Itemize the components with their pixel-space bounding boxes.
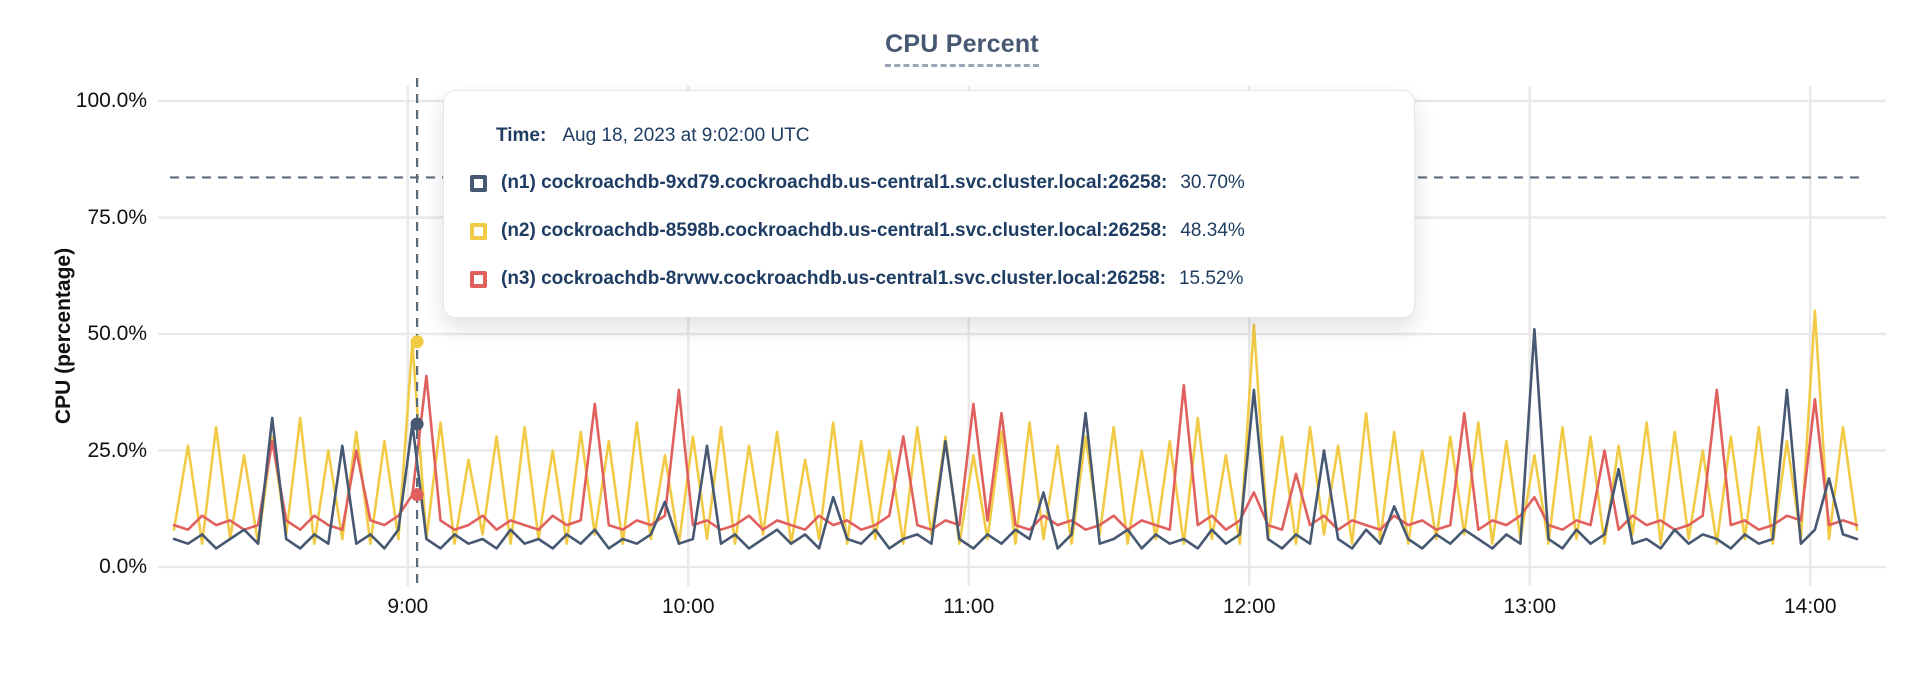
hover-dot-n2 [410,335,424,349]
hover-dot-n1 [410,417,424,431]
tooltip-series-value-n1: 30.70% [1180,172,1245,193]
tooltip-series-label-n2: (n2) cockroachdb-8598b.cockroachdb.us-ce… [501,220,1168,241]
chart-tooltip: Time: Aug 18, 2023 at 9:02:00 UTC (n1) co… [443,90,1415,318]
tooltip-time-label: Time: [496,125,547,146]
series-line-n3 [172,374,1859,532]
tooltip-series-label-n1: (n1) cockroachdb-9xd79.cockroachdb.us-ce… [501,172,1168,193]
tooltip-series-row-n2: (n2) cockroachdb-8598b.cockroachdb.us-ce… [470,219,1384,243]
tooltip-series-value-n2: 48.34% [1180,220,1245,241]
tooltip-series-label-n3: (n3) cockroachdb-8rvwv.cockroachdb.us-ce… [501,268,1166,289]
tooltip-time-row: Time: Aug 18, 2023 at 9:02:00 UTC [496,125,1384,147]
series-swatch-n3-icon [470,270,487,288]
tooltip-time-value: Aug 18, 2023 at 9:02:00 UTC [562,125,810,146]
chart-title[interactable]: CPU Percent [885,30,1039,67]
tooltip-series-row-n1: (n1) cockroachdb-9xd79.cockroachdb.us-ce… [470,171,1384,195]
series-line-n2 [172,309,1859,546]
chart-header: CPU Percent [0,0,1924,67]
hover-dot-n3 [410,488,424,502]
tooltip-series-value-n3: 15.52% [1178,268,1244,289]
series-swatch-n2-icon [470,222,487,240]
series-swatch-n1-icon [470,174,487,192]
tooltip-series-row-n3: (n3) cockroachdb-8rvwv.cockroachdb.us-ce… [470,267,1384,291]
series-line-n1 [172,327,1859,550]
